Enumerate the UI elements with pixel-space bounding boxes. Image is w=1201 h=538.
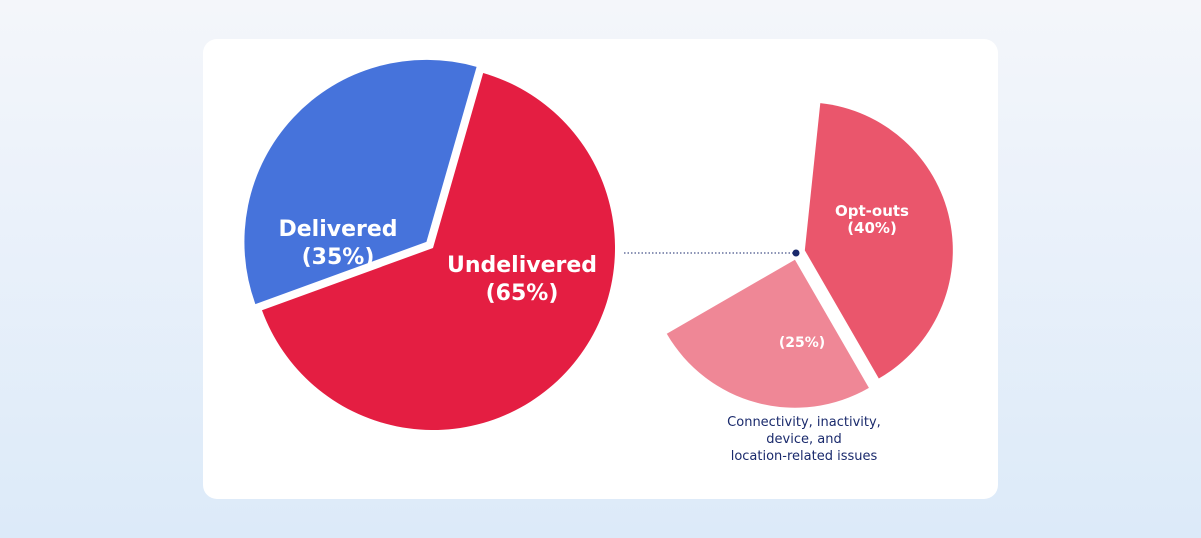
other-issues-note-line-2: device, and — [766, 432, 841, 447]
opt-outs-slice — [804, 103, 953, 379]
undelivered-value-label: (65%) — [486, 281, 559, 306]
undelivered-slice — [261, 73, 616, 430]
delivered-label: Delivered — [278, 217, 397, 242]
other-issues-slice — [666, 259, 869, 408]
delivered-value-label: (35%) — [302, 245, 375, 270]
breakdown-pie — [666, 103, 953, 408]
delivered-slice — [244, 59, 477, 305]
main-pie — [244, 59, 616, 430]
undelivered-label: Undelivered — [447, 253, 597, 278]
opt-outs-value-label: (40%) — [847, 219, 897, 237]
other-issues-value-label: (25%) — [779, 335, 825, 351]
other-issues-note-line-1: Connectivity, inactivity, — [727, 415, 881, 430]
connector-dot — [792, 249, 800, 257]
opt-outs-label: Opt-outs — [835, 202, 909, 220]
other-issues-note-line-3: location-related issues — [731, 449, 878, 464]
